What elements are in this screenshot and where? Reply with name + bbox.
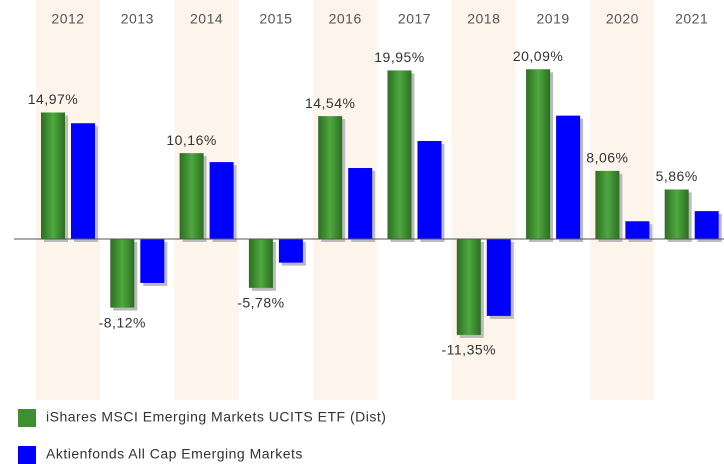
bar: [110, 239, 135, 308]
x-tick-label: 2019: [537, 11, 570, 27]
bar: [456, 239, 481, 335]
bar: [486, 239, 511, 316]
bar: [625, 221, 650, 239]
data-label: 5,86%: [656, 168, 698, 184]
bar: [318, 116, 343, 239]
bar: [694, 211, 719, 239]
bar: [348, 168, 373, 239]
bar: [71, 123, 95, 239]
data-label: 19,95%: [374, 49, 424, 65]
data-label: 10,16%: [166, 132, 216, 148]
bar: [556, 115, 581, 239]
year-band: [451, 0, 516, 400]
legend-swatch: [18, 409, 36, 427]
x-tick-label: 2013: [121, 11, 154, 27]
x-tick-label: 2021: [675, 11, 708, 27]
data-label: -5,78%: [237, 295, 284, 311]
bar: [595, 170, 620, 239]
x-tick-label: 2020: [606, 11, 639, 27]
x-tick-label: 2017: [398, 11, 431, 27]
bar: [41, 112, 65, 239]
legend-swatch: [18, 446, 36, 464]
data-label: -8,12%: [99, 314, 146, 330]
x-tick-label: 2012: [51, 11, 84, 27]
bar: [417, 140, 442, 239]
x-tick-label: 2015: [259, 11, 292, 27]
data-label: 14,97%: [28, 91, 78, 107]
bar: [248, 239, 273, 288]
bar: [209, 162, 234, 239]
x-tick-label: 2016: [329, 11, 362, 27]
x-tick-label: 2014: [190, 11, 223, 27]
bar: [387, 70, 412, 239]
data-label: -11,35%: [441, 342, 496, 358]
legend-label: Aktienfonds All Cap Emerging Markets: [46, 446, 303, 462]
bar: [526, 69, 551, 239]
bar: [140, 239, 165, 283]
data-label: 20,09%: [513, 48, 563, 64]
bar: [278, 239, 303, 263]
data-label: 8,06%: [586, 150, 628, 166]
bar: [179, 153, 204, 239]
data-label: 14,54%: [305, 95, 355, 111]
legend-label: iShares MSCI Emerging Markets UCITS ETF …: [46, 409, 386, 425]
bar: [664, 189, 689, 239]
x-tick-label: 2018: [467, 11, 500, 27]
